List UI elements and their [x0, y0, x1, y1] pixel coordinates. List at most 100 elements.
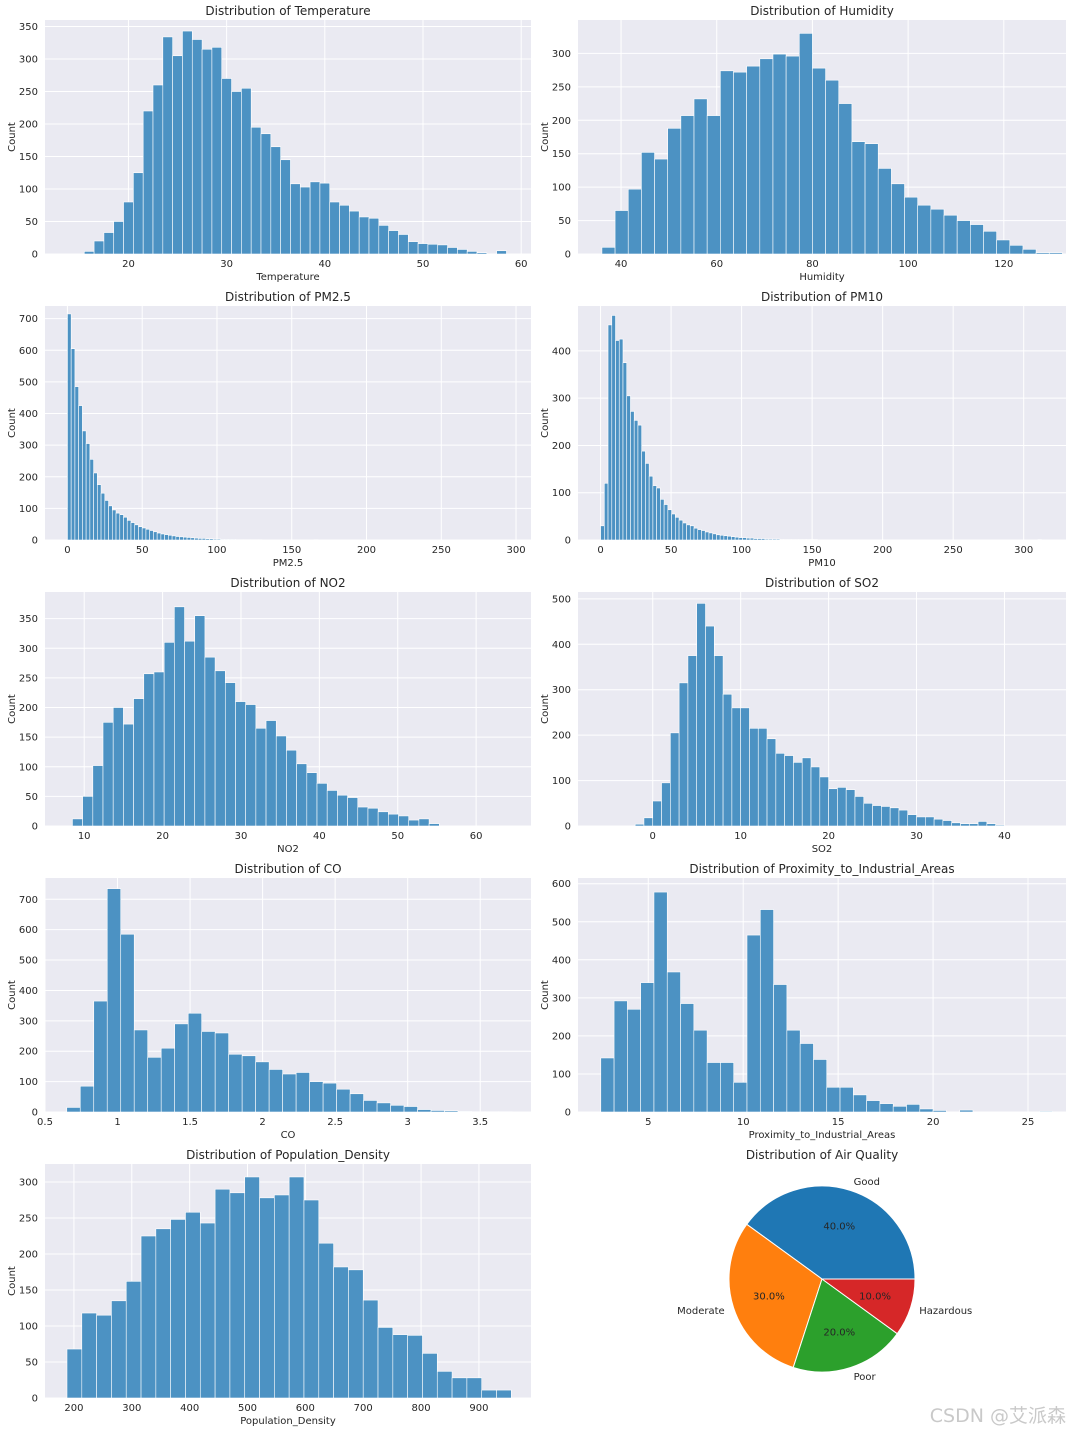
histogram-bar — [682, 522, 687, 541]
histogram-bar — [316, 783, 328, 827]
histogram-bar — [760, 538, 766, 541]
histogram-bar — [422, 1353, 438, 1399]
y-axis-label: Count — [540, 122, 551, 152]
x-tick-label: 10 — [734, 831, 747, 842]
histogram-bar — [607, 324, 613, 541]
histogram-bar — [82, 430, 87, 541]
histogram-bar — [634, 823, 645, 827]
histogram-bar — [932, 1110, 947, 1113]
y-tick-label: 150 — [19, 1286, 38, 1297]
y-tick-label: 100 — [552, 776, 571, 787]
histogram-bar — [959, 1109, 974, 1113]
y-tick-label: 400 — [552, 640, 571, 651]
x-tick-label: 3.5 — [472, 1117, 488, 1128]
histogram-bar — [142, 110, 154, 255]
x-tick-label: 100 — [207, 545, 226, 556]
chart-title: Distribution of CO — [234, 862, 341, 876]
chart-title: Distribution of SO2 — [765, 576, 879, 590]
x-tick-label: 0.5 — [37, 1117, 53, 1128]
histogram-bar — [775, 538, 781, 541]
histogram-panel-2: 0 50 100 150 200 250 300 0 100 200 300 400 500 600 700… — [7, 290, 531, 569]
histogram-bar — [898, 809, 909, 827]
histogram-bar — [436, 1371, 453, 1399]
y-tick-label: 100 — [19, 1322, 38, 1333]
histogram-bar — [746, 934, 761, 1113]
histogram-bar — [678, 519, 684, 541]
histogram-bar — [377, 1327, 394, 1399]
y-tick-label: 100 — [552, 183, 571, 194]
histogram-bar — [390, 1105, 405, 1113]
histogram-bar — [93, 472, 98, 541]
y-tick-label: 0 — [565, 1108, 571, 1119]
histogram-bar — [417, 1109, 432, 1113]
y-tick-label: 200 — [552, 441, 571, 452]
y-tick-label: 200 — [19, 1250, 38, 1261]
histogram-bar — [228, 1053, 243, 1113]
histogram-bar — [119, 514, 124, 541]
y-tick-label: 250 — [19, 1214, 38, 1225]
histogram-bar — [615, 340, 620, 541]
histogram-bar — [838, 103, 853, 255]
pie-slice — [792, 1278, 898, 1373]
y-tick-label: 300 — [552, 394, 571, 405]
y-tick-label: 100 — [19, 762, 38, 773]
y-tick-label: 0 — [565, 250, 571, 261]
histogram-bar — [191, 39, 203, 255]
x-tick-label: 300 — [506, 545, 525, 556]
y-axis-label: Count — [7, 980, 18, 1010]
histogram-bar — [194, 615, 206, 827]
histogram-bar — [85, 443, 91, 541]
histogram-bar — [851, 141, 866, 255]
y-axis-label: Count — [540, 408, 551, 438]
histogram-bar — [274, 1194, 290, 1399]
histogram-bar — [280, 159, 291, 255]
histogram-bar — [977, 821, 988, 827]
histogram-bar — [626, 395, 631, 541]
histogram-bar — [689, 525, 695, 541]
histogram-bar — [766, 738, 777, 827]
histogram-panel-6: 0.5 1 1.5 2 2.5 3 3.5 0 100 200 300 400 500 600 700 Dis… — [7, 862, 531, 1141]
histogram-bar — [250, 126, 262, 255]
histogram-bar — [125, 1281, 142, 1399]
histogram-bar — [943, 214, 958, 255]
histogram-bar — [194, 537, 199, 541]
histogram-bar — [645, 463, 650, 541]
histogram-bar — [112, 707, 124, 827]
histogram-bar — [600, 525, 605, 541]
histogram-bar — [184, 640, 196, 827]
x-axis-label: NO2 — [277, 844, 299, 855]
histogram-bar — [133, 698, 145, 827]
histogram-bar — [466, 251, 478, 255]
x-tick-label: 20 — [927, 1117, 940, 1128]
histogram-bar — [716, 534, 721, 541]
y-tick-label: 300 — [19, 55, 38, 66]
histogram-bar — [708, 532, 713, 541]
x-tick-label: 50 — [136, 545, 149, 556]
histogram-bar — [775, 753, 785, 827]
histogram-bar — [89, 459, 94, 541]
histogram-bar — [742, 537, 747, 541]
histogram-bar — [407, 1335, 423, 1399]
x-tick-label: 0 — [64, 545, 70, 556]
histogram-bar — [773, 984, 788, 1113]
y-tick-label: 300 — [19, 644, 38, 655]
histogram-bar — [457, 1111, 472, 1113]
histogram-bar — [801, 757, 812, 827]
y-tick-label: 500 — [19, 377, 38, 388]
chart-title: Distribution of Proximity_to_Industrial_… — [689, 862, 954, 876]
histogram-bar — [753, 538, 758, 541]
y-tick-label: 0 — [32, 536, 38, 547]
histogram-bar — [115, 512, 121, 541]
histogram-bar — [891, 183, 905, 255]
y-tick-label: 250 — [19, 673, 38, 684]
histogram-bar — [120, 933, 135, 1113]
y-tick-label: 200 — [19, 703, 38, 714]
histogram-bar — [906, 1104, 921, 1113]
x-tick-label: 3 — [404, 1117, 410, 1128]
histogram-bar — [786, 1029, 801, 1113]
histogram-bar — [349, 210, 360, 255]
histogram-bar — [675, 517, 680, 541]
histogram-bar — [174, 1023, 189, 1113]
x-tick-label: 30 — [220, 259, 233, 270]
y-tick-label: 500 — [552, 917, 571, 928]
